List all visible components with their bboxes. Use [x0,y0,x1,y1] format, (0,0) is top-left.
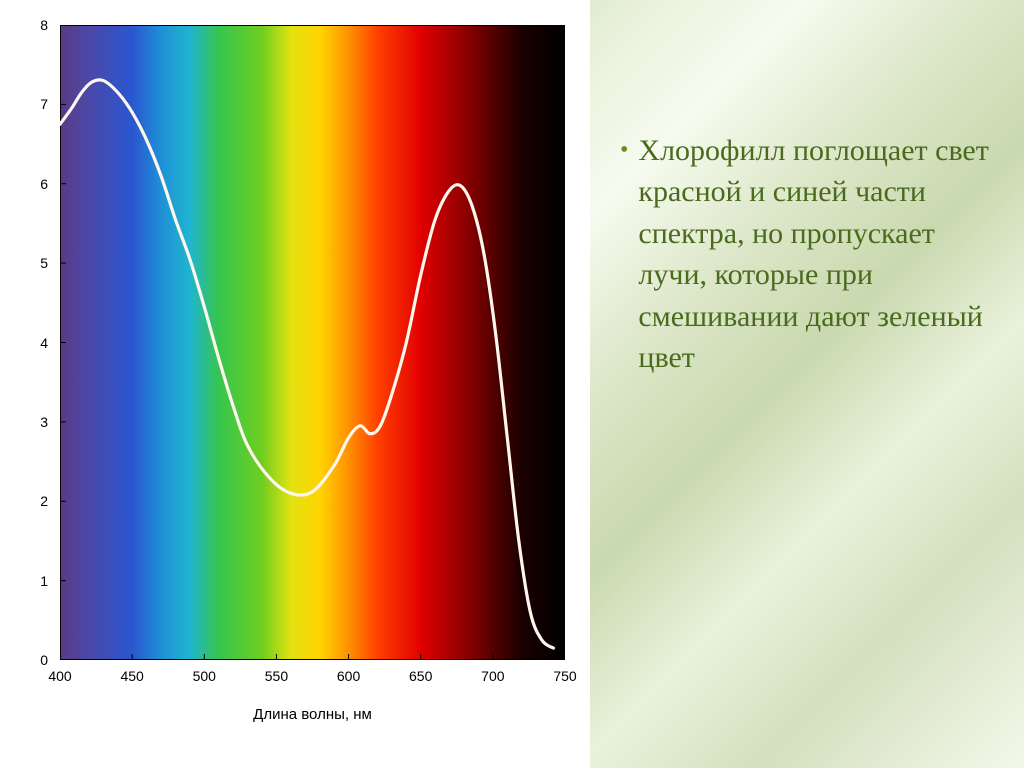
y-tick-label: 6 [40,176,60,192]
bullet-item: • Хлорофилл поглощает свет красной и син… [620,130,994,378]
slide: Относительная скорость фотосинтеза 01234… [0,0,1024,768]
x-tick-label: 700 [481,660,504,684]
bullet-dot-icon: • [620,136,628,165]
y-tick-label: 7 [40,96,60,112]
chart-svg [60,25,565,660]
y-tick-label: 2 [40,493,60,509]
plot-area: 012345678400450500550600650700750 [60,25,565,660]
x-tick-label: 450 [120,660,143,684]
y-tick-label: 4 [40,335,60,351]
x-tick-label: 550 [265,660,288,684]
bullet-text: Хлорофилл поглощает свет красной и синей… [638,130,994,378]
y-tick-label: 1 [40,573,60,589]
text-pane: • Хлорофилл поглощает свет красной и син… [590,0,1024,768]
x-tick-label: 400 [48,660,71,684]
x-tick-label: 650 [409,660,432,684]
y-tick-label: 8 [40,17,60,33]
x-tick-label: 500 [193,660,216,684]
x-tick-label: 750 [553,660,576,684]
x-tick-label: 600 [337,660,360,684]
chart-pane: Относительная скорость фотосинтеза 01234… [0,0,590,768]
x-axis-label: Длина волны, нм [60,706,565,723]
y-tick-label: 5 [40,255,60,271]
y-tick-label: 3 [40,414,60,430]
